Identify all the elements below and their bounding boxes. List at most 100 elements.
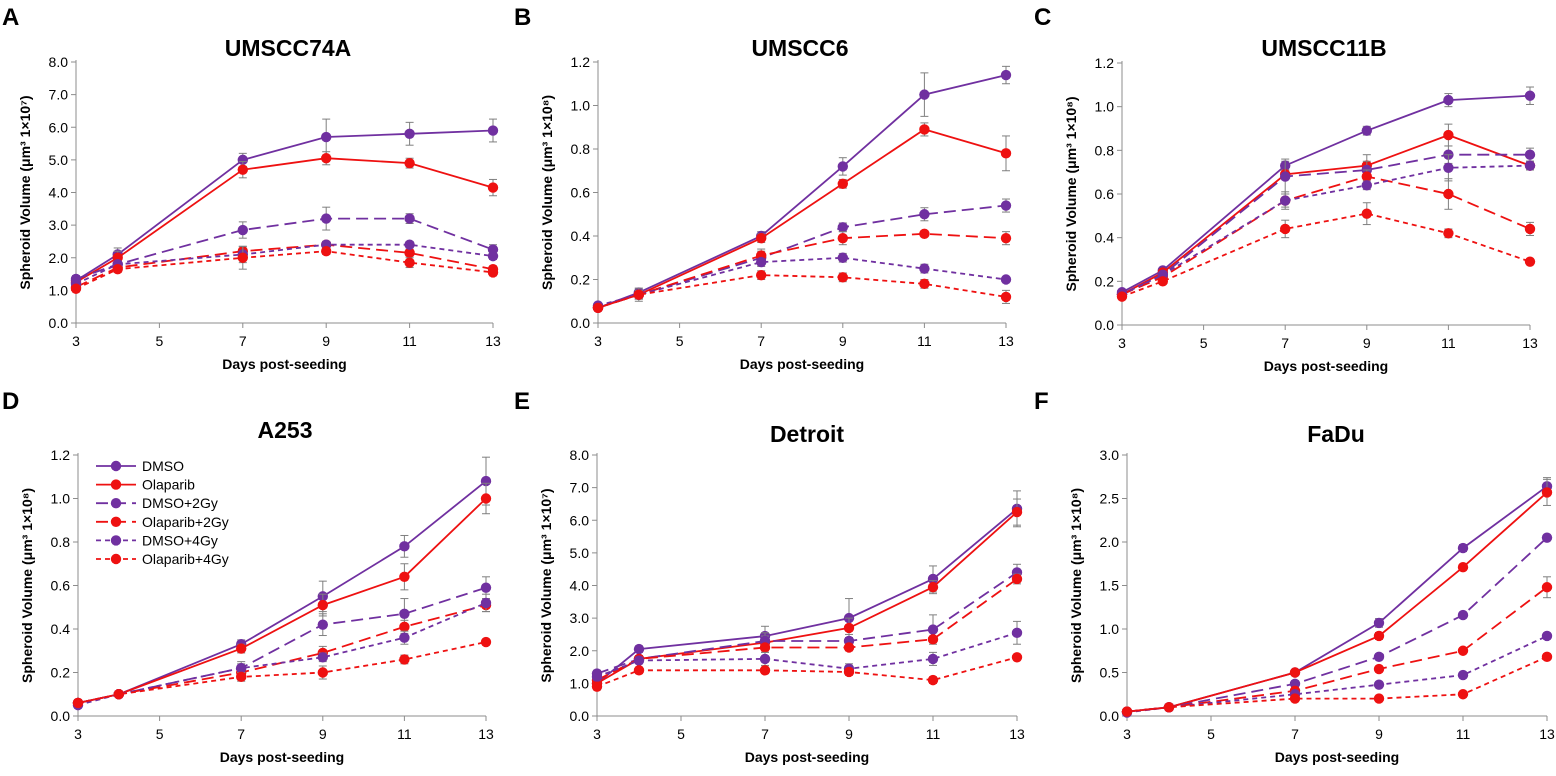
data-point bbox=[837, 178, 848, 189]
data-point bbox=[1011, 573, 1023, 585]
x-tick-label: 3 bbox=[594, 333, 602, 349]
y-axis-label: Spheroid Volume (μm³ 1×10⁸) bbox=[1068, 488, 1084, 683]
data-point bbox=[1116, 291, 1128, 302]
series-line bbox=[596, 571, 1018, 675]
panel-letter: B bbox=[514, 4, 531, 31]
legend-marker bbox=[110, 516, 122, 527]
legend-marker bbox=[110, 553, 122, 565]
data-point bbox=[1157, 276, 1169, 287]
x-tick-label: 11 bbox=[402, 333, 417, 349]
y-tick-label: 1.0 bbox=[1100, 621, 1120, 637]
y-tick-label: 7.0 bbox=[49, 87, 69, 103]
data-point bbox=[1361, 180, 1373, 191]
x-tick-label: 11 bbox=[917, 333, 932, 349]
x-tick-label: 13 bbox=[998, 333, 1014, 349]
series-line bbox=[597, 128, 1007, 309]
data-point bbox=[1121, 706, 1133, 717]
data-point bbox=[1011, 652, 1023, 663]
y-tick-label: 1.2 bbox=[571, 54, 591, 70]
x-tick-label: 5 bbox=[676, 333, 684, 349]
x-axis-label: Days post-seeding bbox=[740, 356, 864, 372]
legend-item: Olaparib+4Gy bbox=[96, 551, 229, 567]
series-dmso-2gy bbox=[592, 198, 1012, 313]
x-tick-label: 7 bbox=[1281, 335, 1289, 351]
data-point bbox=[1280, 171, 1291, 182]
panel-letter: E bbox=[514, 388, 530, 415]
legend-label: Olaparib+4Gy bbox=[142, 551, 229, 567]
series-line bbox=[75, 250, 494, 290]
y-tick-label: 0.2 bbox=[571, 272, 591, 288]
series-dmso-4gy bbox=[1116, 154, 1536, 300]
series-olaparib-2gy bbox=[1116, 169, 1536, 300]
data-point bbox=[756, 232, 767, 244]
data-point bbox=[1000, 291, 1012, 303]
x-tick-label: 11 bbox=[926, 726, 941, 742]
x-axis-label: Days post-seeding bbox=[1275, 749, 1399, 765]
y-axis-label: Spheroid Volume (μm³ 1×10⁷) bbox=[17, 95, 33, 289]
data-point bbox=[837, 272, 848, 283]
y-tick-label: 7.0 bbox=[570, 480, 590, 496]
series-olaparib-4gy bbox=[591, 652, 1023, 692]
data-point bbox=[113, 689, 125, 700]
x-axis-label: Days post-seeding bbox=[220, 749, 344, 765]
y-tick-label: 0.0 bbox=[571, 315, 591, 331]
series-olaparib-4gy bbox=[1116, 202, 1536, 302]
data-point bbox=[1000, 148, 1012, 159]
x-tick-label: 9 bbox=[1363, 335, 1371, 351]
data-point bbox=[399, 608, 410, 619]
data-point bbox=[1443, 94, 1454, 106]
series-line bbox=[597, 256, 1007, 307]
x-tick-label: 11 bbox=[1456, 726, 1471, 742]
data-point bbox=[404, 128, 415, 139]
series-line bbox=[1121, 212, 1531, 298]
panel-letter: D bbox=[2, 388, 19, 415]
data-point bbox=[1373, 693, 1385, 704]
data-point bbox=[843, 622, 855, 634]
data-point bbox=[399, 632, 410, 643]
y-tick-label: 0.4 bbox=[51, 621, 71, 637]
legend-label: DMSO+4Gy bbox=[142, 532, 218, 548]
x-tick-label: 11 bbox=[397, 726, 412, 742]
data-point bbox=[919, 278, 930, 290]
data-point bbox=[919, 124, 930, 135]
x-tick-label: 5 bbox=[677, 726, 685, 742]
data-point bbox=[1000, 200, 1012, 211]
data-point bbox=[480, 597, 492, 609]
data-point bbox=[487, 182, 499, 193]
series-line bbox=[1126, 491, 1548, 713]
data-point bbox=[404, 157, 415, 169]
x-tick-label: 13 bbox=[1539, 726, 1555, 742]
data-point bbox=[1280, 195, 1291, 206]
x-tick-label: 3 bbox=[593, 726, 601, 742]
data-point bbox=[1457, 542, 1469, 554]
series-dmso bbox=[72, 456, 492, 709]
series-olaparib bbox=[1116, 123, 1536, 300]
x-tick-label: 13 bbox=[1009, 726, 1025, 742]
x-tick-label: 3 bbox=[74, 726, 82, 742]
data-point bbox=[759, 642, 771, 653]
y-tick-label: 0.2 bbox=[51, 665, 71, 681]
data-point bbox=[1361, 208, 1373, 219]
data-point bbox=[317, 619, 328, 630]
data-point bbox=[1524, 223, 1536, 235]
series-olaparib-4gy bbox=[592, 269, 1012, 313]
data-point bbox=[927, 674, 939, 686]
series-line bbox=[75, 157, 494, 283]
data-point bbox=[399, 621, 410, 633]
data-point bbox=[321, 246, 332, 257]
x-tick-label: 13 bbox=[485, 333, 501, 349]
data-point bbox=[480, 636, 492, 648]
chart-title: Detroit bbox=[770, 421, 844, 447]
chart-title: UMSCC74A bbox=[225, 35, 352, 61]
data-point bbox=[1289, 693, 1301, 704]
data-point bbox=[759, 665, 771, 676]
x-tick-label: 7 bbox=[761, 726, 769, 742]
y-axis-label: Spheroid Volume (μm³ 1×10⁸) bbox=[539, 95, 555, 290]
legend-marker bbox=[110, 498, 122, 509]
y-tick-label: 1.2 bbox=[51, 447, 71, 463]
x-tick-label: 3 bbox=[72, 333, 80, 349]
series-line bbox=[596, 508, 1018, 685]
y-tick-label: 2.0 bbox=[570, 643, 590, 659]
data-point bbox=[633, 655, 645, 666]
